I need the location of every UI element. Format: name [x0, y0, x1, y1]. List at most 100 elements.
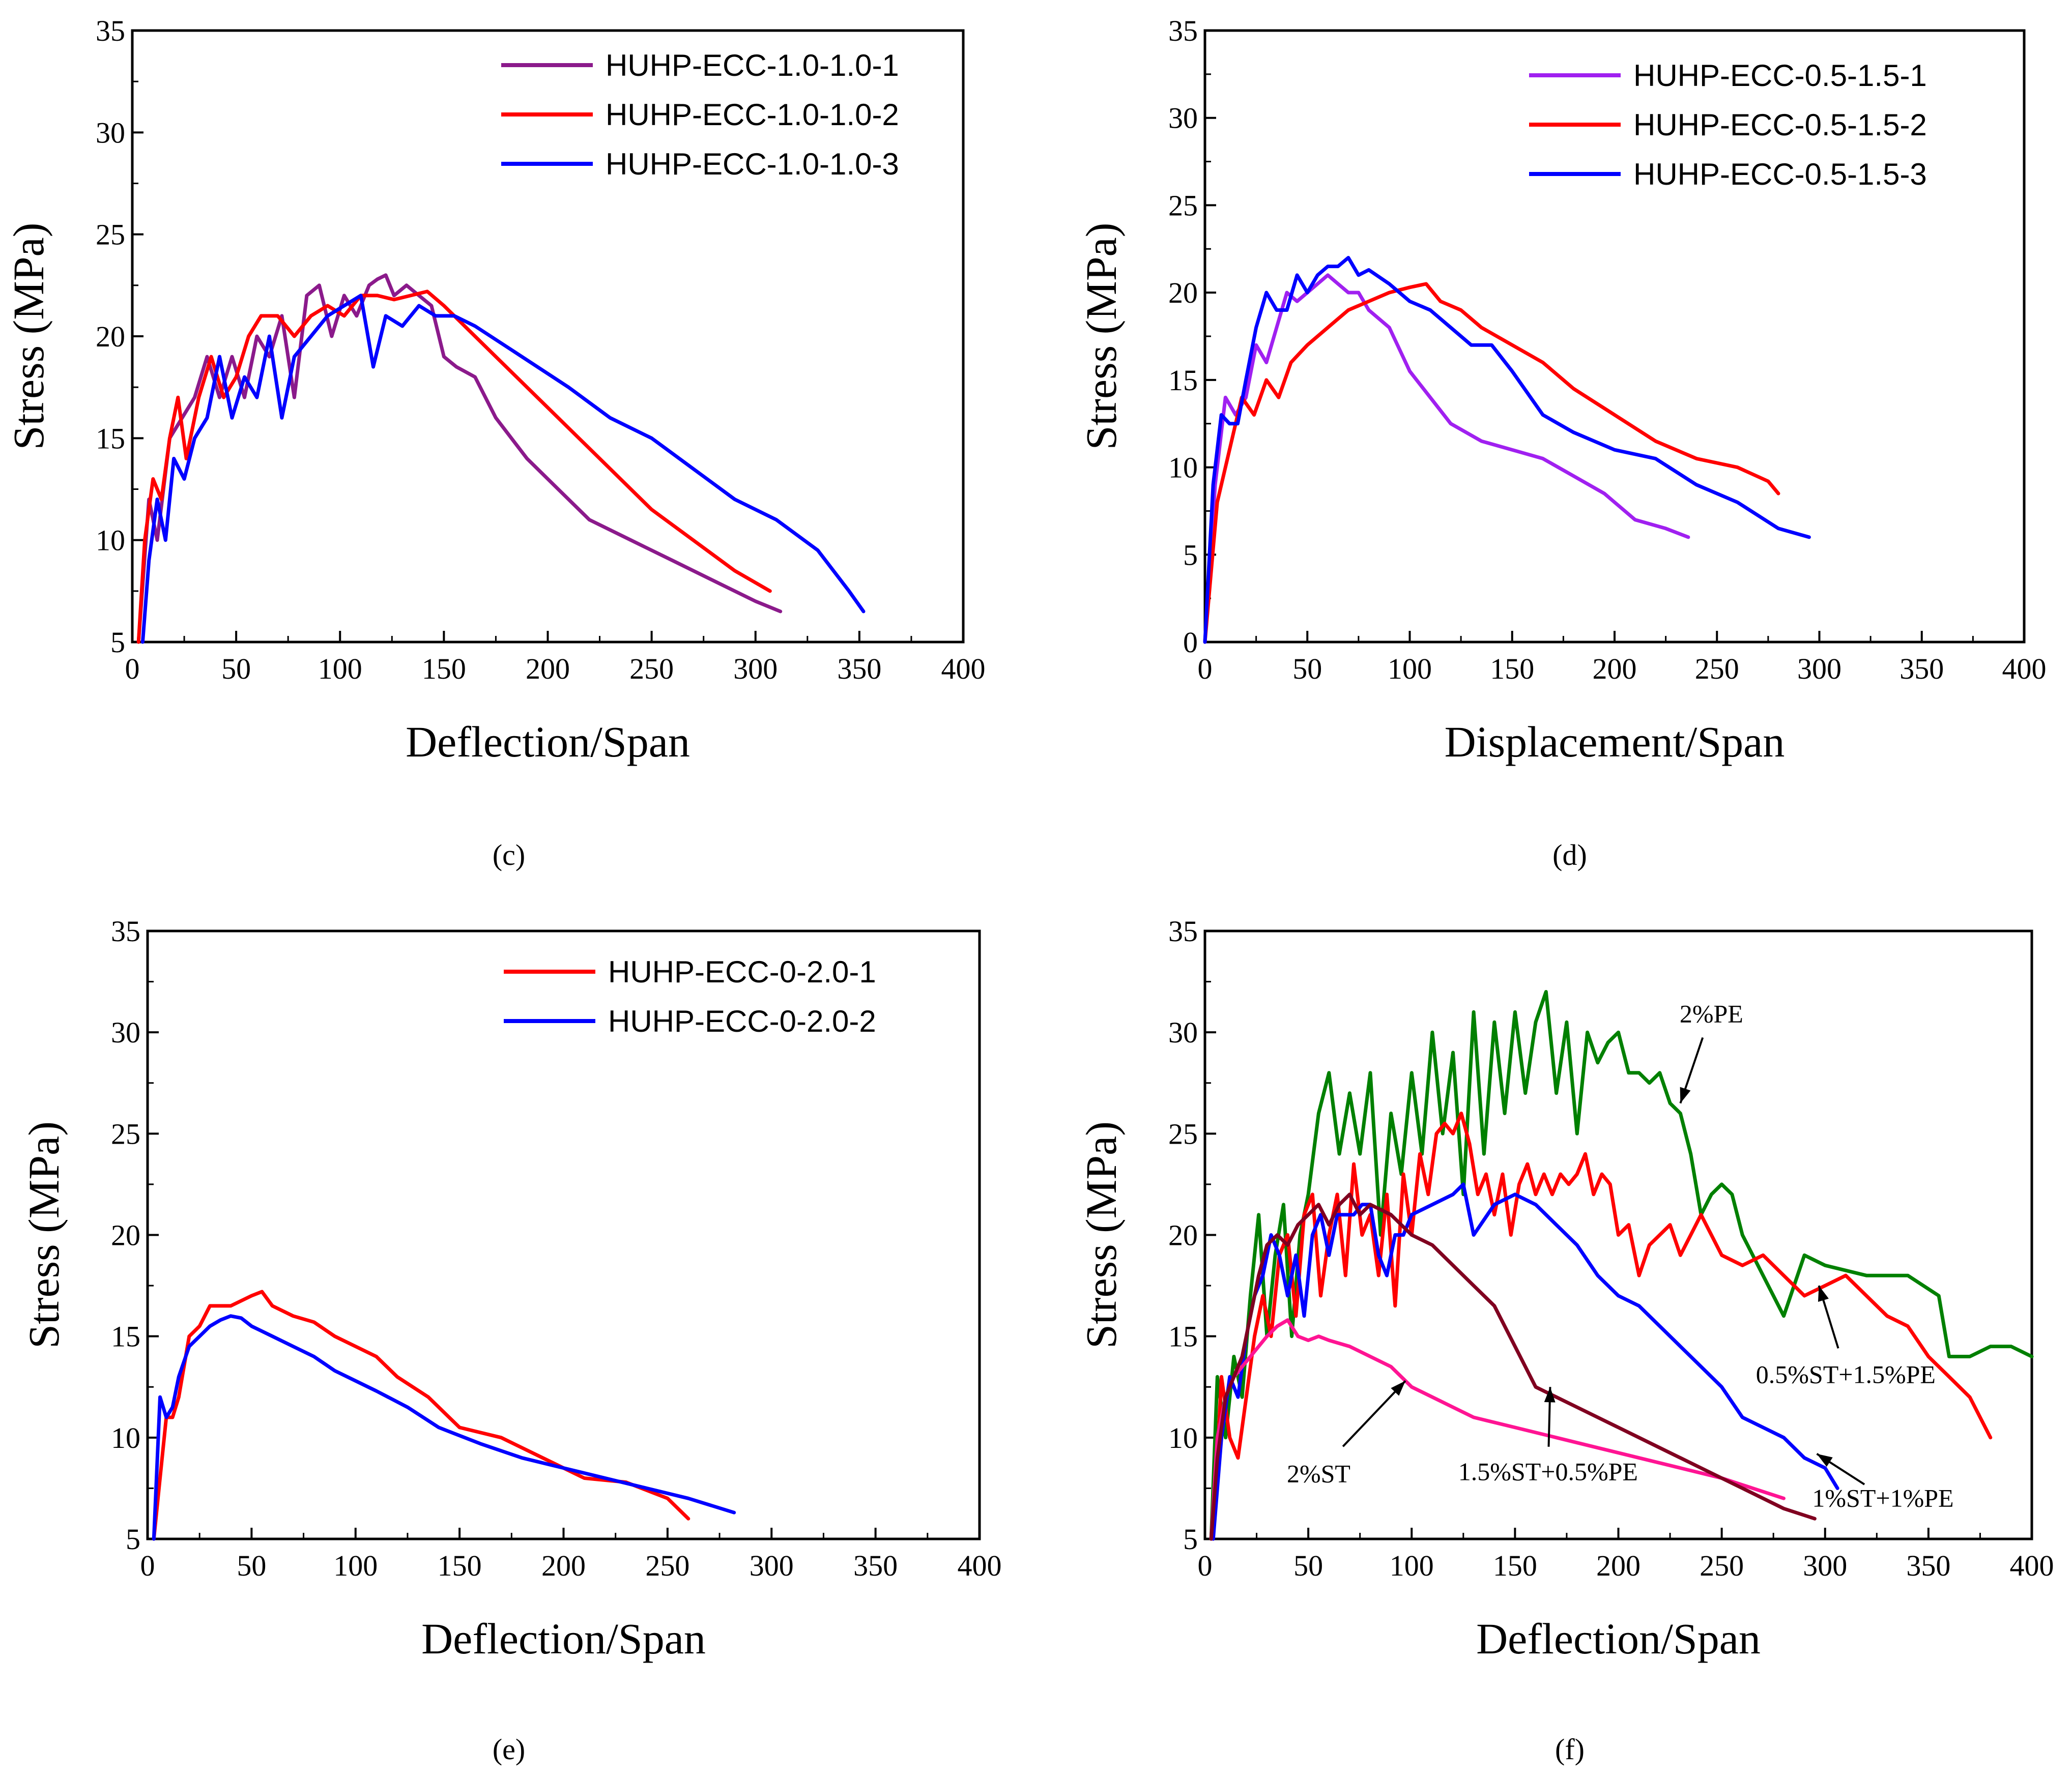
y-tick-label-f: 15: [1168, 1320, 1198, 1353]
x-tick-label-e: 50: [237, 1549, 266, 1582]
annotation-arrow-head-f-4: [1544, 1387, 1556, 1403]
legend-label-d-1: HUHP-ECC-0.5-1.5-1: [1633, 59, 1927, 93]
x-tick-label-f: 200: [1596, 1549, 1641, 1582]
annotation-arrow-head-f-3: [1391, 1381, 1406, 1396]
x-axis-title-f: Deflection/Span: [1476, 1614, 1761, 1663]
x-tick-label-e: 300: [750, 1549, 794, 1582]
panel-label-f: (f): [1555, 1733, 1585, 1766]
x-tick-label-d: 150: [1490, 652, 1534, 685]
y-tick-label-e: 10: [111, 1421, 140, 1454]
y-tick-label-f: 5: [1183, 1523, 1198, 1556]
y-tick-label-c: 35: [96, 14, 125, 47]
y-tick-label-e: 25: [111, 1117, 140, 1150]
y-tick-label-d: 35: [1168, 14, 1198, 47]
y-tick-label-d: 30: [1168, 102, 1198, 135]
x-tick-label-f: 50: [1293, 1549, 1323, 1582]
y-tick-label-c: 15: [96, 422, 125, 455]
series-line-f-2: [1211, 1112, 1993, 1541]
y-tick-label-c: 25: [96, 218, 125, 251]
series-line-d-3: [1203, 256, 1811, 644]
x-tick-label-e: 400: [958, 1549, 1002, 1582]
y-tick-label-e: 35: [111, 915, 140, 948]
chart-f: 0 50 100 150 200 250 300 350 400 5 10 15 20 25 30 35 Def…: [1077, 915, 2054, 1663]
legend-label-d-3: HUHP-ECC-0.5-1.5-3: [1633, 157, 1927, 191]
y-tick-label-e: 20: [111, 1219, 140, 1252]
annotation-label-f-3: 2%ST: [1287, 1459, 1350, 1488]
y-tick-label-e: 15: [111, 1320, 140, 1353]
x-tick-label-e: 100: [333, 1549, 378, 1582]
x-tick-label-e: 350: [853, 1549, 898, 1582]
panel-label-e: (e): [493, 1733, 525, 1766]
y-tick-label-d: 5: [1183, 538, 1198, 571]
y-tick-label-f: 25: [1168, 1117, 1198, 1150]
annotation-arrow-head-f-2: [1818, 1286, 1829, 1302]
y-tick-label-c: 20: [96, 320, 125, 353]
annotation-arrow-head-f-5: [1817, 1453, 1833, 1467]
series-line-c-1: [136, 273, 783, 644]
series-line-e-1: [152, 1290, 690, 1541]
legend-label-c-3: HUHP-ECC-1.0-1.0-3: [606, 147, 899, 181]
legend-label-e-2: HUHP-ECC-0-2.0-2: [608, 1004, 876, 1038]
panel-label-d: (d): [1552, 838, 1587, 871]
y-tick-label-f: 10: [1168, 1421, 1198, 1454]
x-tick-label-c: 50: [221, 652, 251, 685]
x-tick-label-e: 150: [438, 1549, 482, 1582]
x-tick-label-f: 100: [1390, 1549, 1434, 1582]
annotation-label-f-2: 0.5%ST+1.5%PE: [1756, 1360, 1936, 1388]
series-line-f-5: [1209, 1192, 1817, 1541]
x-tick-label-f: 0: [1198, 1549, 1213, 1582]
x-tick-label-d: 350: [1900, 652, 1944, 685]
x-tick-label-c: 0: [125, 652, 140, 685]
legend-label-d-2: HUHP-ECC-0.5-1.5-2: [1633, 108, 1927, 142]
y-tick-label-f: 35: [1168, 915, 1198, 948]
y-axis-title-c: Stress (MPa): [4, 223, 53, 450]
x-axis-title-e: Deflection/Span: [421, 1614, 706, 1663]
x-tick-label-f: 400: [2010, 1549, 2054, 1582]
x-tick-label-c: 400: [941, 652, 986, 685]
x-tick-label-c: 300: [733, 652, 778, 685]
chart-c: 0 50 100 150 200 250 300 350 400 5 10 15 20 25 30 35 Def…: [4, 14, 986, 766]
panel-label-c: (c): [493, 838, 525, 871]
x-tick-label-d: 100: [1388, 652, 1432, 685]
series-line-e-2: [152, 1314, 736, 1541]
y-tick-label-d: 20: [1168, 276, 1198, 309]
y-axis-title-f: Stress (MPa): [1077, 1121, 1126, 1349]
series-line-c-2: [136, 289, 772, 644]
legend-label-c-2: HUHP-ECC-1.0-1.0-2: [606, 98, 899, 132]
x-axis-title-d: Displacement/Span: [1445, 717, 1785, 766]
x-tick-label-c: 200: [526, 652, 570, 685]
x-tick-label-d: 50: [1292, 652, 1322, 685]
x-tick-label-c: 250: [629, 652, 674, 685]
annotation-label-f-1: 2%PE: [1680, 999, 1743, 1028]
y-tick-label-e: 5: [126, 1523, 140, 1556]
legend-label-c-1: HUHP-ECC-1.0-1.0-1: [606, 48, 899, 82]
x-tick-label-f: 250: [1700, 1549, 1744, 1582]
series-line-f-4: [1209, 1318, 1786, 1541]
annotation-label-f-5: 1%ST+1%PE: [1812, 1483, 1953, 1512]
series-line-d-2: [1203, 282, 1780, 644]
y-tick-label-c: 5: [110, 626, 125, 659]
y-tick-label-d: 0: [1183, 626, 1198, 659]
chart-d: 0 50 100 150 200 250 300 350 400 0 5 10 15 20 25 30 35 Di…: [1077, 14, 2047, 766]
series-line-c-3: [140, 294, 866, 644]
y-tick-label-e: 30: [111, 1016, 140, 1049]
x-tick-label-c: 100: [318, 652, 362, 685]
x-tick-label-d: 400: [2002, 652, 2047, 685]
y-axis-title-d: Stress (MPa): [1077, 223, 1126, 450]
x-tick-label-e: 0: [140, 1549, 155, 1582]
x-tick-label-f: 150: [1493, 1549, 1537, 1582]
x-tick-label-c: 150: [422, 652, 466, 685]
y-tick-label-c: 10: [96, 524, 125, 557]
chart-e: 0 50 100 150 200 250 300 350 400 5 10 15 20 25 30 35 Def…: [19, 915, 1002, 1663]
series-line-f-3: [1211, 1182, 1839, 1541]
x-tick-label-f: 350: [1906, 1549, 1950, 1582]
x-tick-label-e: 200: [541, 1549, 586, 1582]
annotation-label-f-4: 1.5%ST+0.5%PE: [1458, 1457, 1638, 1486]
x-tick-label-f: 300: [1803, 1549, 1847, 1582]
x-axis-title-c: Deflection/Span: [406, 717, 690, 766]
y-tick-label-d: 10: [1168, 451, 1198, 484]
y-tick-label-f: 30: [1168, 1016, 1198, 1049]
x-tick-label-d: 200: [1593, 652, 1637, 685]
x-tick-label-c: 350: [837, 652, 881, 685]
